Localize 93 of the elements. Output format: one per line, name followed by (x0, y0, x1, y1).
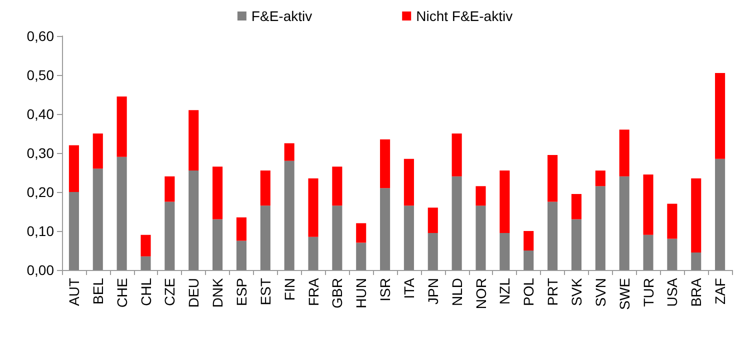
bar (548, 202, 558, 270)
x-tick-label: CHE (114, 278, 130, 308)
bar (284, 143, 294, 161)
bar (308, 178, 318, 237)
bar (140, 256, 151, 270)
bar (619, 130, 630, 176)
bar (356, 242, 366, 270)
bar (548, 154, 558, 202)
bar (571, 219, 582, 270)
bar (404, 158, 414, 206)
bar (92, 168, 103, 270)
bar (619, 176, 630, 270)
x-tick-label: SVN (592, 278, 608, 307)
y-tick-label: 0,40 (26, 106, 54, 122)
bar (691, 252, 702, 270)
bar (116, 96, 127, 157)
bar (68, 192, 79, 270)
bar (404, 206, 414, 270)
y-tick-label: 0,10 (26, 223, 54, 239)
bar (116, 156, 127, 270)
x-tick-label: BRA (688, 277, 704, 307)
bar (428, 208, 438, 233)
bar (188, 170, 199, 270)
x-tick-label: USA (664, 277, 680, 307)
y-tick-label: 0,20 (26, 184, 54, 200)
x-tick-label: HUN (353, 278, 370, 308)
x-tick-label: BEL (90, 278, 106, 304)
y-tick-label: 0,00 (26, 262, 54, 278)
bar (308, 236, 318, 270)
x-tick-label: JPN (424, 278, 441, 304)
bar (524, 250, 534, 270)
bar (476, 186, 486, 206)
x-tick-label: CHL (138, 278, 154, 306)
x-tick-label: NZL (496, 278, 513, 304)
bar (260, 170, 270, 206)
bar (164, 176, 175, 202)
bar (260, 206, 270, 270)
x-tick-label: ESP (233, 278, 250, 306)
y-tick-label: 0,50 (26, 67, 54, 83)
x-tick-label: FRA (305, 277, 322, 306)
bar (595, 170, 606, 186)
bar (500, 232, 510, 270)
x-tick-label: AUT (66, 278, 82, 306)
bar (691, 178, 702, 252)
bar (476, 206, 486, 270)
bar (68, 145, 79, 192)
x-tick-label: PRT (544, 278, 561, 306)
x-tick-label: ITA (400, 277, 417, 299)
bar (428, 232, 438, 270)
bar (356, 223, 366, 243)
bar (595, 186, 606, 270)
bar (140, 234, 151, 256)
bar (236, 217, 246, 241)
bar (212, 166, 223, 220)
bar (643, 174, 654, 235)
bar (571, 194, 582, 220)
bar (188, 110, 199, 171)
bar (332, 206, 342, 270)
x-tick-label: EST (257, 278, 274, 306)
bar (380, 188, 390, 270)
x-tick-label: NOR (472, 278, 489, 310)
bar (332, 166, 342, 206)
bar (715, 73, 726, 159)
y-tick-label: 0,30 (26, 145, 54, 161)
x-tick-label: CZE (162, 278, 178, 306)
bar (452, 134, 462, 176)
bar (284, 160, 294, 270)
bar (164, 202, 175, 270)
x-tick-label: POL (520, 278, 537, 306)
x-tick-label: GBR (329, 278, 346, 308)
x-tick-label: ISR (377, 278, 394, 302)
bar (500, 170, 510, 233)
bar (667, 238, 678, 270)
bar (212, 219, 223, 270)
legend-label: Nicht F&E-aktiv (416, 8, 513, 24)
y-tick-label: 0,60 (26, 28, 54, 44)
legend-label: F&E-aktiv (251, 8, 312, 24)
bar (380, 139, 390, 188)
x-tick-label: TUR (640, 278, 656, 307)
x-tick-label: NLD (448, 278, 465, 306)
bar (643, 234, 654, 270)
x-tick-label: DEU (186, 278, 202, 308)
bar (667, 204, 678, 239)
x-tick-label: DNK (210, 277, 226, 308)
bar (524, 231, 534, 250)
x-tick-label: SVK (568, 277, 584, 306)
bar (236, 240, 246, 270)
x-tick-label: SWE (616, 278, 632, 310)
x-tick-label: ZAF (712, 278, 728, 304)
bar (715, 158, 726, 270)
bar (452, 176, 462, 270)
x-tick-label: FIN (281, 278, 298, 301)
bar (92, 134, 103, 169)
